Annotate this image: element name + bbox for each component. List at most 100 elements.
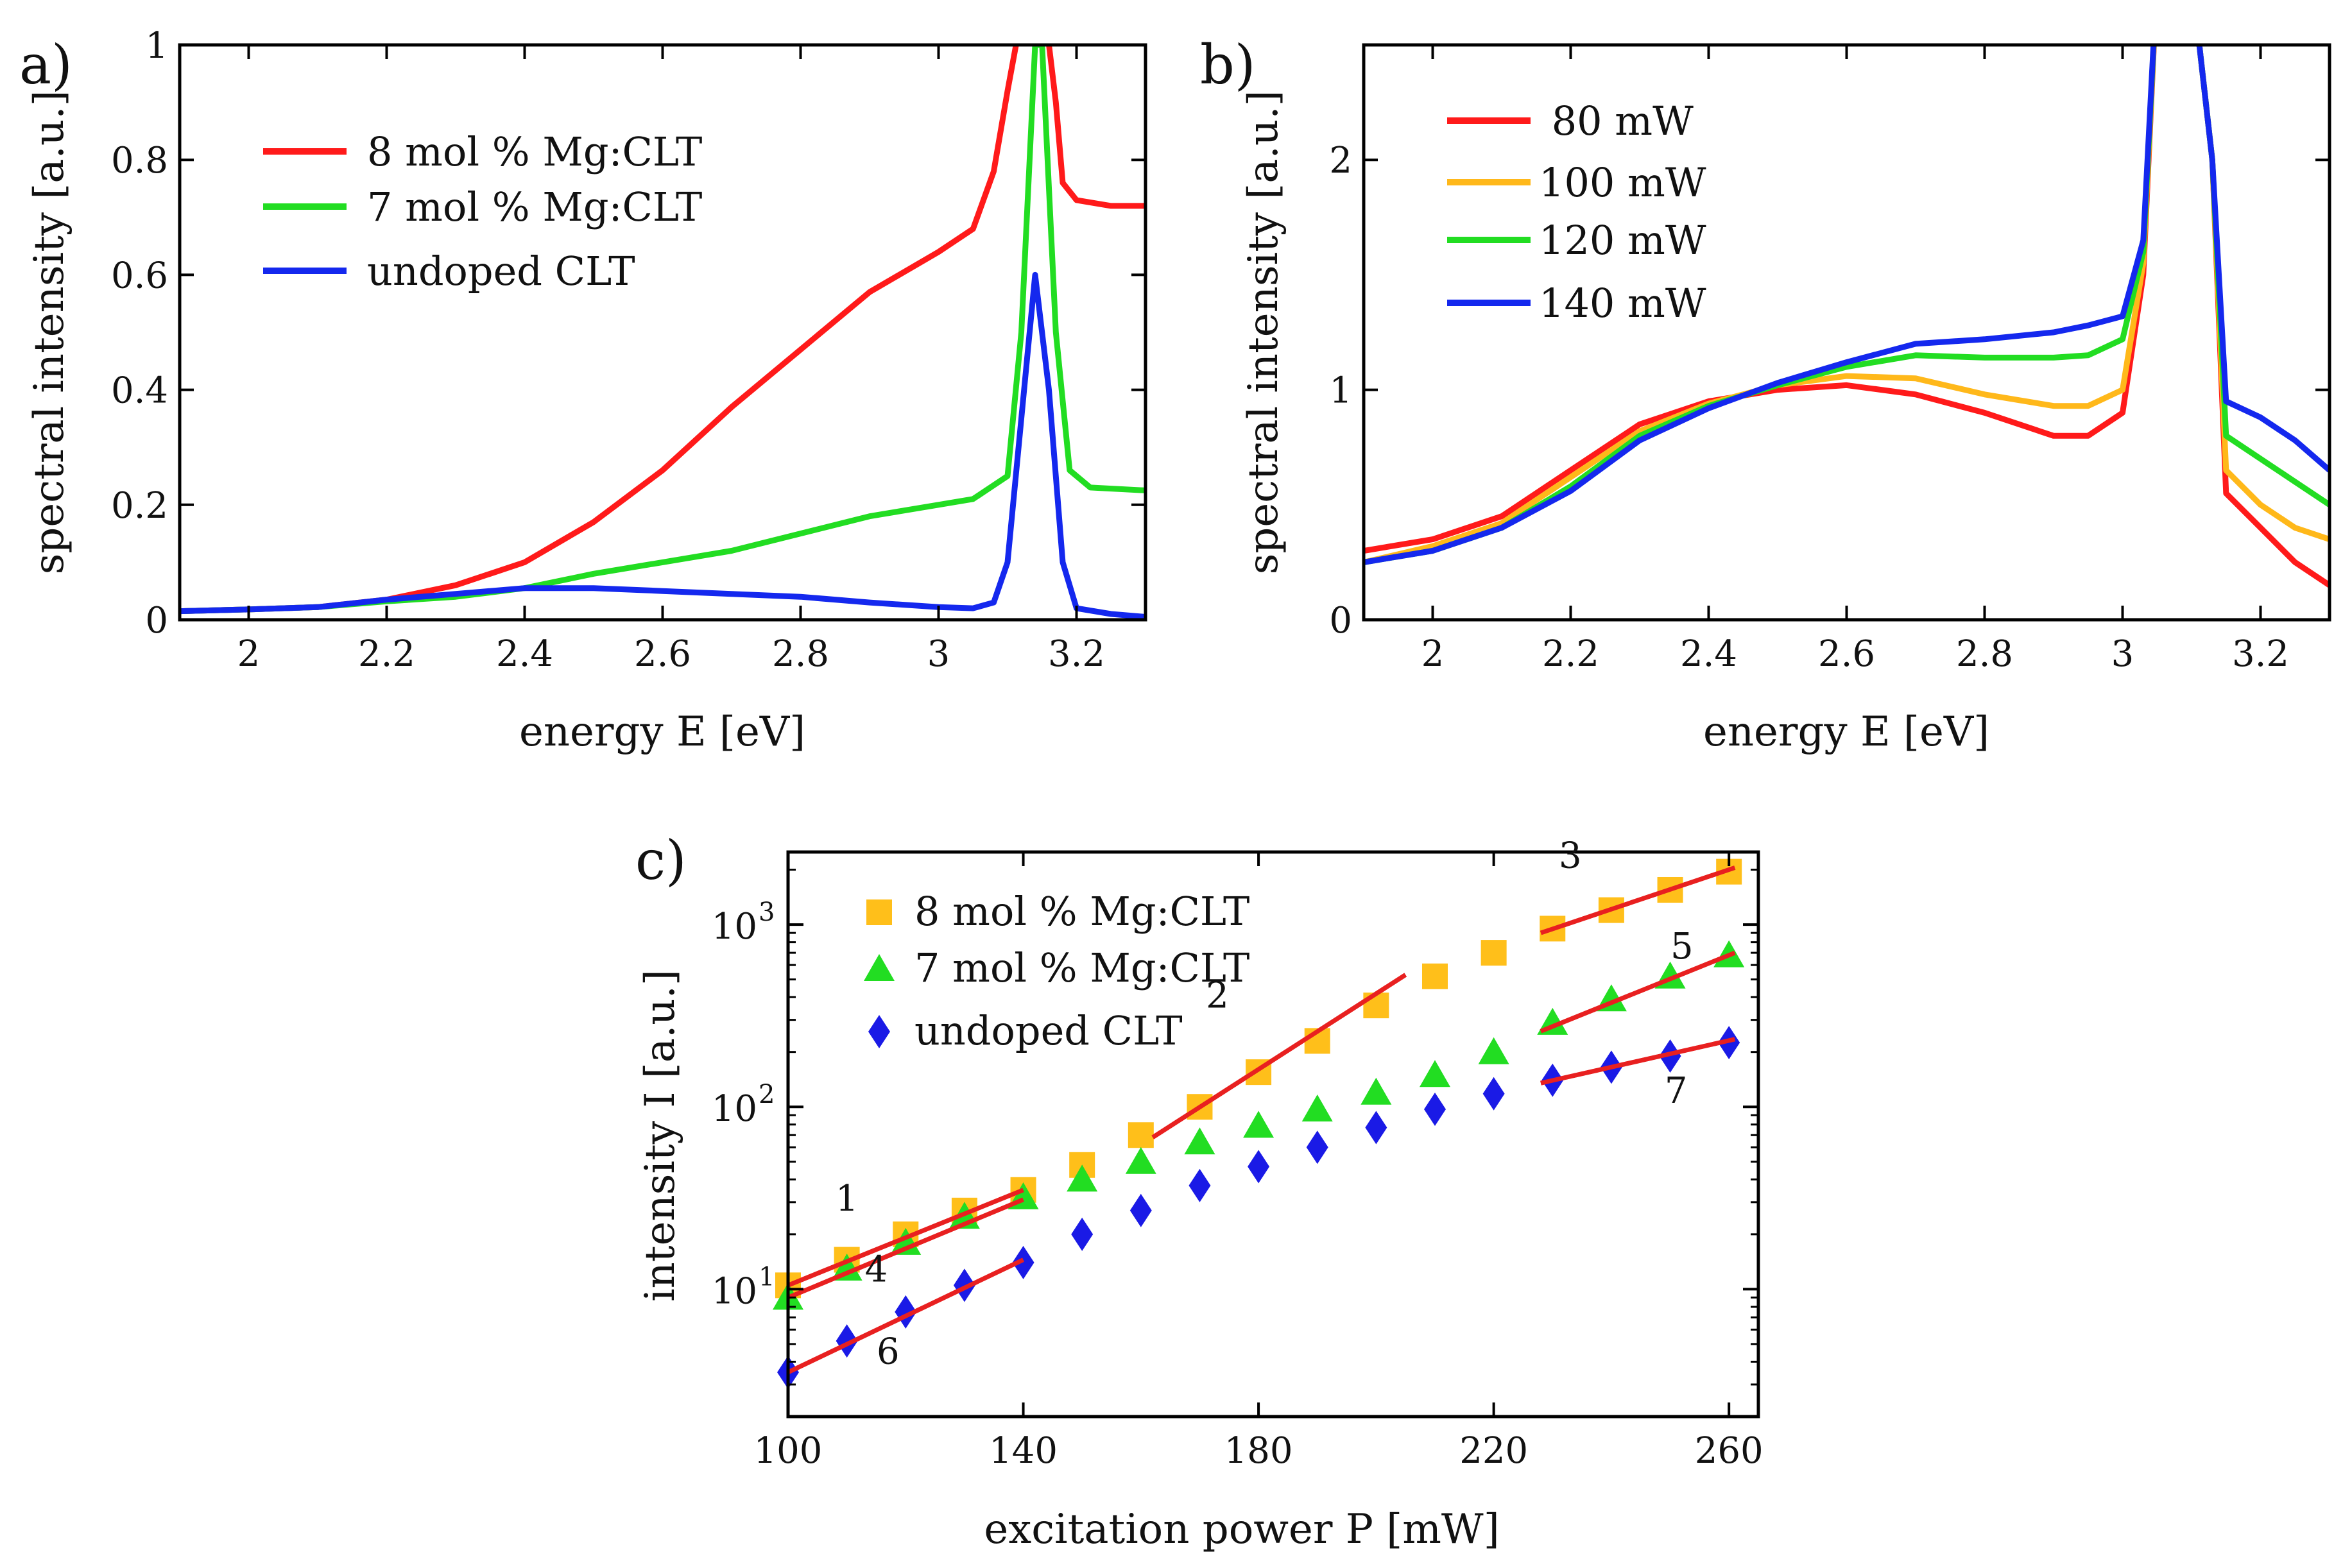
b-x-tick-label: 3 [2111,633,2134,675]
fit-label-3: 3 [1559,835,1582,876]
c-x-tick-label: 140 [989,1430,1058,1472]
a-x-tick-label: 3 [927,633,950,675]
fit-line-overlay-1 [787,1188,1024,1288]
legend-marker-7-mol-mg-clt [864,954,895,981]
fit-line-overlay-6 [787,1257,1025,1375]
b-series-140-mw [1364,45,2330,565]
panel-label-b: b) [1200,33,1256,96]
c-point-8-mol-mg-clt [1363,993,1389,1019]
legend-c: 8 mol % Mg:CLT 7 mol % Mg:CLT undoped CL… [864,888,1249,1054]
a-y-tick-label: 0.4 [111,370,168,412]
c-point-undoped-clt [1071,1217,1094,1251]
a-x-tick-label: 2.2 [358,633,415,675]
b-x-tick-label: 2 [1421,633,1445,675]
legend-label-undoped: undoped CLT [367,248,635,294]
b-series-120-mw [1364,45,2330,565]
c-point-undoped-clt [895,1295,917,1329]
legend-label-80mw: 80 mW [1539,98,1694,144]
b-y-tick-label: 2 [1329,140,1352,182]
c-point-undoped-clt [1424,1092,1446,1126]
c-point-7-mol-mg-clt [1360,1077,1392,1105]
a-y-tick-label: 0.6 [111,255,168,296]
legend-label-undoped-c: undoped CLT [914,1007,1183,1054]
a-series-8-mol-mg-clt [180,45,1146,615]
c-y-tick-label: 10 [712,1270,757,1312]
c-point-8-mol-mg-clt [1422,963,1448,989]
fit-line-overlay-3 [1540,865,1736,935]
legend-b: 80 mW 100 mW 120 mW 140 mW [1447,98,1706,327]
a-x-tick-label: 2.6 [634,633,691,675]
legend-label-8mol: 8 mol % Mg:CLT [367,128,702,175]
c-point-undoped-clt [1365,1111,1387,1145]
a-y-tick-label: 1 [145,25,168,67]
y-axis-label-b: spectral intensity [a.u.] [1240,90,1287,575]
fit-label-7: 7 [1665,1070,1688,1112]
a-series-undoped-clt [180,271,1146,620]
c-point-undoped-clt [836,1324,858,1358]
c-point-undoped-clt [1012,1245,1034,1279]
c-y-tick-label: 10 [712,1088,757,1130]
b-x-tick-label: 2.4 [1680,633,1737,675]
a-x-tick-label: 3.2 [1048,633,1105,675]
x-axis-label-c: excitation power P [mW] [984,1506,1499,1553]
a-y-tick-label: 0.2 [111,485,168,527]
c-point-7-mol-mg-clt [1301,1094,1333,1121]
fit-line-overlay-5 [1540,950,1736,1034]
c-point-8-mol-mg-clt [1128,1122,1154,1148]
fit-label-6: 6 [877,1331,900,1373]
legend-label-7mol-c: 7 mol % Mg:CLT [914,944,1249,991]
legend-label-8mol-c: 8 mol % Mg:CLT [914,888,1249,935]
plot-frame-b [1362,43,2331,622]
a-y-tick-label: 0 [145,600,168,642]
c-point-7-mol-mg-clt [1420,1060,1450,1087]
chart-panel-b: 2 2.2 2.4 2.6 2.8 3 3.2 0 1 2 b) energy E [eV] sp… [1200,33,2331,756]
fit-label-1: 1 [836,1178,859,1220]
a-x-tick-label: 2.4 [496,633,553,675]
legend-marker-undoped-clt [868,1015,890,1048]
y-axis-label-a: spectral intensity [a.u.] [26,90,73,575]
b-series-80-mw [1364,45,2330,588]
panel-label-c: c) [635,829,687,892]
c-x-tick-label: 100 [754,1430,823,1472]
c-point-7-mol-mg-clt [1125,1146,1156,1174]
c-point-8-mol-mg-clt [1480,940,1507,966]
y-axis-label-c: intensity I [a.u.] [637,969,684,1302]
legend-marker-8-mol-mg-clt [866,899,892,925]
c-point-undoped-clt [953,1268,975,1302]
b-y-tick-label: 1 [1329,370,1352,412]
c-y-tick-label: 10 [712,906,757,948]
c-x-tick-label: 220 [1459,1430,1528,1472]
c-point-undoped-clt [1248,1150,1270,1184]
a-x-tick-label: 2.8 [772,633,829,675]
legend-a: 8 mol % Mg:CLT 7 mol % Mg:CLT undoped CL… [263,128,702,294]
c-y-tick-exponent: 3 [759,898,775,927]
c-point-undoped-clt [1189,1168,1211,1202]
x-axis-label-a: energy E [eV] [519,708,805,756]
c-x-tick-label: 260 [1695,1430,1764,1472]
fit-label-4: 4 [865,1249,888,1291]
fit-line-overlay-7 [1540,1037,1736,1086]
legend-label-7mol: 7 mol % Mg:CLT [367,183,702,230]
b-x-tick-label: 2.2 [1542,633,1599,675]
x-axis-label-b: energy E [eV] [1703,708,1989,756]
b-series-100-mw [1364,45,2330,565]
c-point-7-mol-mg-clt [1243,1111,1274,1138]
legend-label-140mw: 140 mW [1539,280,1706,327]
fit-line-overlay-4 [787,1197,1024,1300]
chart-panel-a: 2 2.2 2.4 2.6 2.8 3 3.2 0 0.2 0.4 0.6 0.8 1 a) energ… [19,25,1147,756]
a-y-tick-label: 0.8 [111,140,168,182]
c-y-tick-exponent: 2 [759,1080,775,1109]
c-point-7-mol-mg-clt [890,1227,922,1255]
c-point-7-mol-mg-clt [1478,1037,1509,1064]
legend-label-100mw: 100 mW [1539,159,1706,206]
legend-label-120mw: 120 mW [1539,217,1706,264]
c-point-7-mol-mg-clt [1067,1164,1098,1192]
fit-label-5: 5 [1670,926,1694,967]
b-x-tick-label: 2.6 [1818,633,1875,675]
a-x-tick-label: 2 [237,633,261,675]
c-x-tick-label: 180 [1224,1430,1293,1472]
c-y-tick-exponent: 1 [759,1262,775,1291]
b-x-tick-label: 2.8 [1956,633,2013,675]
